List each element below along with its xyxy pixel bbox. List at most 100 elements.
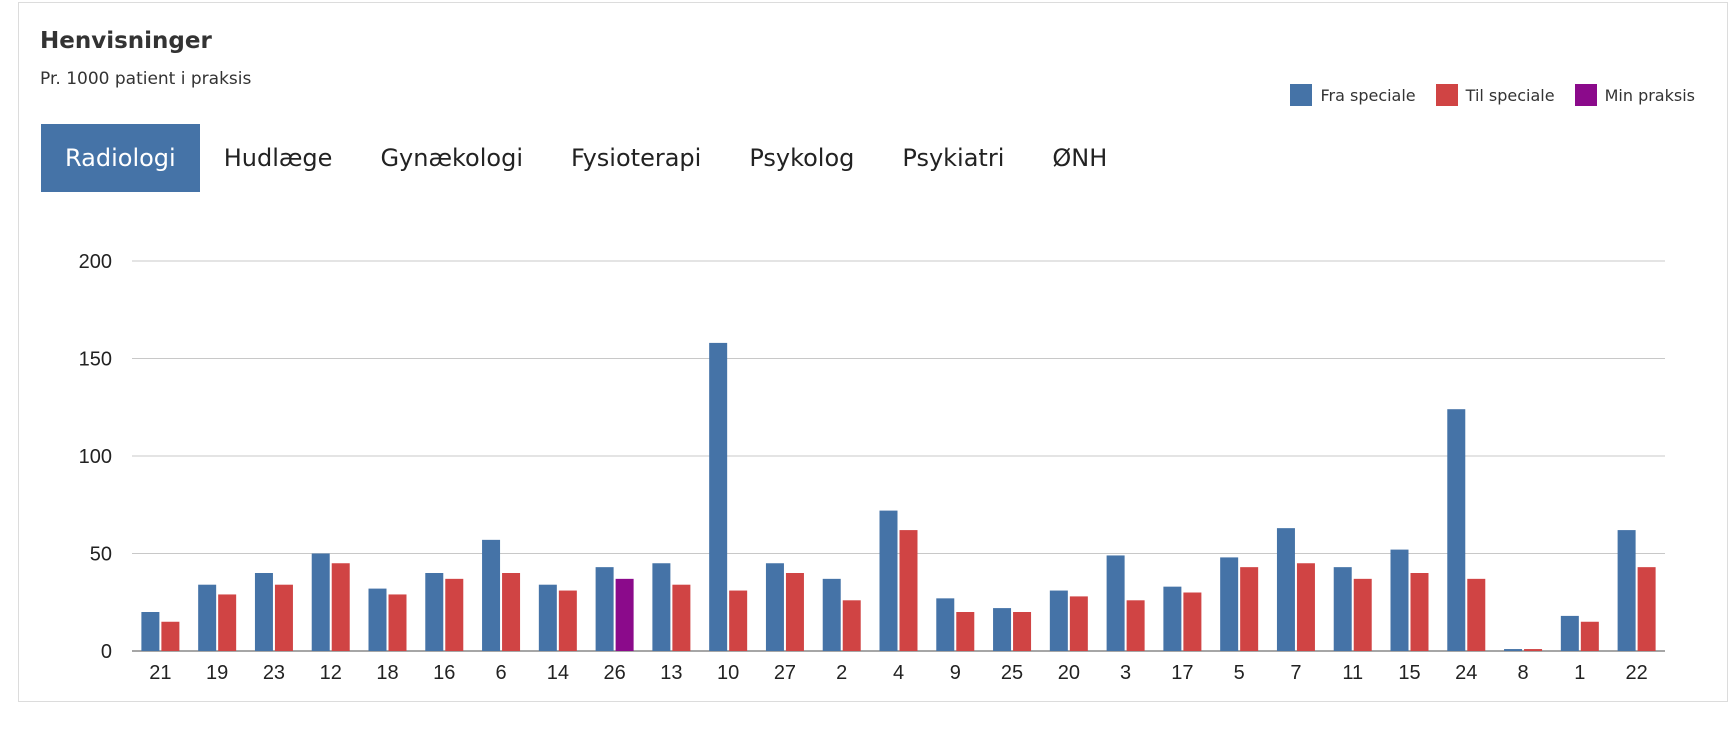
bar-fra-speciale [141,612,160,651]
tab-psykolog[interactable]: Psykolog [749,144,855,172]
bar-til-speciale [558,590,577,651]
bar-til-speciale [842,600,861,651]
x-tick-label: 9 [950,662,961,684]
bar-fra-speciale [993,608,1012,651]
bar-til-speciale [331,563,350,651]
x-tick-label: 4 [893,662,904,684]
bar-til-speciale [1410,573,1429,651]
bar-fra-speciale [879,510,898,651]
y-tick-label: 200 [79,251,112,273]
bar-fra-speciale [254,573,273,651]
bar-fra-speciale [1447,409,1466,651]
x-tick-label: 15 [1398,662,1420,684]
x-tick-label: 21 [149,662,171,684]
bar-fra-speciale [368,588,387,651]
bar-fra-speciale [1163,586,1182,651]
bar-til-speciale [388,594,407,651]
legend-label-fra-speciale: Fra speciale [1320,85,1416,105]
x-tick-label: 2 [836,662,847,684]
bar-fra-speciale [425,573,444,651]
bar-til-speciale [1183,592,1202,651]
legend: Fra speciale Til speciale Min praksis [1290,84,1695,106]
tab-gynaekologi[interactable]: Gynækologi [380,144,523,172]
chart-card [18,2,1728,702]
bar-til-speciale [729,590,748,651]
tab-hudlaege[interactable]: Hudlæge [223,144,333,172]
bar-til-speciale [899,530,918,651]
chart-subtitle: Pr. 1000 patient i praksis [40,69,252,89]
bar-min-praksis [615,578,634,651]
y-tick-label: 100 [79,446,112,468]
x-tick-label: 10 [717,662,739,684]
legend-item-min-praksis[interactable]: Min praksis [1574,84,1695,106]
bar-til-speciale [1069,596,1088,651]
bar-til-speciale [445,578,464,651]
x-tick-label: 17 [1171,662,1193,684]
bar-fra-speciale [595,567,614,651]
tab-onh[interactable]: ØNH [1052,144,1108,172]
x-tick-label: 13 [660,662,682,684]
x-tick-label: 24 [1455,662,1477,684]
legend-label-til-speciale: Til speciale [1465,85,1555,105]
bar-til-speciale [502,573,521,651]
legend-label-min-praksis: Min praksis [1604,85,1695,105]
bar-fra-speciale [482,539,501,651]
bar-til-speciale [956,612,975,651]
bar-fra-speciale [1333,567,1352,651]
x-tick-label: 12 [320,662,342,684]
x-tick-label: 19 [206,662,228,684]
bar-til-speciale [274,584,293,651]
x-tick-label: 16 [433,662,455,684]
bar-til-speciale [1240,567,1259,651]
x-tick-label: 26 [603,662,625,684]
tab-psykiatri[interactable]: Psykiatri [902,144,1005,172]
x-tick-label: 27 [774,662,796,684]
tab-radiologi[interactable]: Radiologi [41,124,200,192]
bar-fra-speciale [936,598,955,651]
bar-fra-speciale [652,563,671,651]
bar-fra-speciale [1220,557,1239,651]
legend-swatch-fra-speciale [1290,84,1313,106]
bar-til-speciale [1524,649,1543,651]
bar-til-speciale [1580,621,1599,651]
bar-fra-speciale [1276,528,1295,651]
tab-fysioterapi[interactable]: Fysioterapi [571,144,702,172]
specialty-tabs: Radiologi Hudlæge Gynækologi Fysioterapi… [41,124,1131,192]
chart-title: Henvisninger [40,28,212,54]
bar-til-speciale [1296,563,1315,651]
bar-til-speciale [1637,567,1656,651]
legend-item-fra-speciale[interactable]: Fra speciale [1290,84,1416,106]
bar-til-speciale [1353,578,1372,651]
bar-fra-speciale [198,584,217,651]
bar-fra-speciale [1390,549,1409,651]
bar-fra-speciale [1049,590,1068,651]
bar-fra-speciale [822,578,841,651]
bar-fra-speciale [1504,649,1523,651]
x-tick-label: 20 [1058,662,1080,684]
x-tick-label: 1 [1574,662,1585,684]
y-tick-label: 150 [79,349,112,371]
x-tick-label: 25 [1001,662,1023,684]
bar-til-speciale [1467,578,1486,651]
x-tick-label: 23 [263,662,285,684]
bar-fra-speciale [311,553,330,651]
x-tick-label: 22 [1625,662,1647,684]
legend-item-til-speciale[interactable]: Til speciale [1435,84,1555,106]
bar-fra-speciale [709,342,728,651]
x-tick-label: 7 [1290,662,1301,684]
x-tick-label: 5 [1234,662,1245,684]
bar-fra-speciale [765,563,784,651]
x-tick-label: 11 [1342,662,1363,684]
bar-til-speciale [672,584,691,651]
x-tick-label: 6 [495,662,506,684]
bar-fra-speciale [1106,555,1125,651]
bar-til-speciale [1013,612,1032,651]
bar-til-speciale [785,573,804,651]
x-tick-label: 14 [547,662,569,684]
x-tick-label: 3 [1120,662,1131,684]
x-tick-label: 18 [376,662,398,684]
x-tick-label: 8 [1517,662,1528,684]
bar-fra-speciale [1560,615,1579,651]
bar-fra-speciale [1617,530,1636,651]
legend-swatch-til-speciale [1435,84,1458,106]
